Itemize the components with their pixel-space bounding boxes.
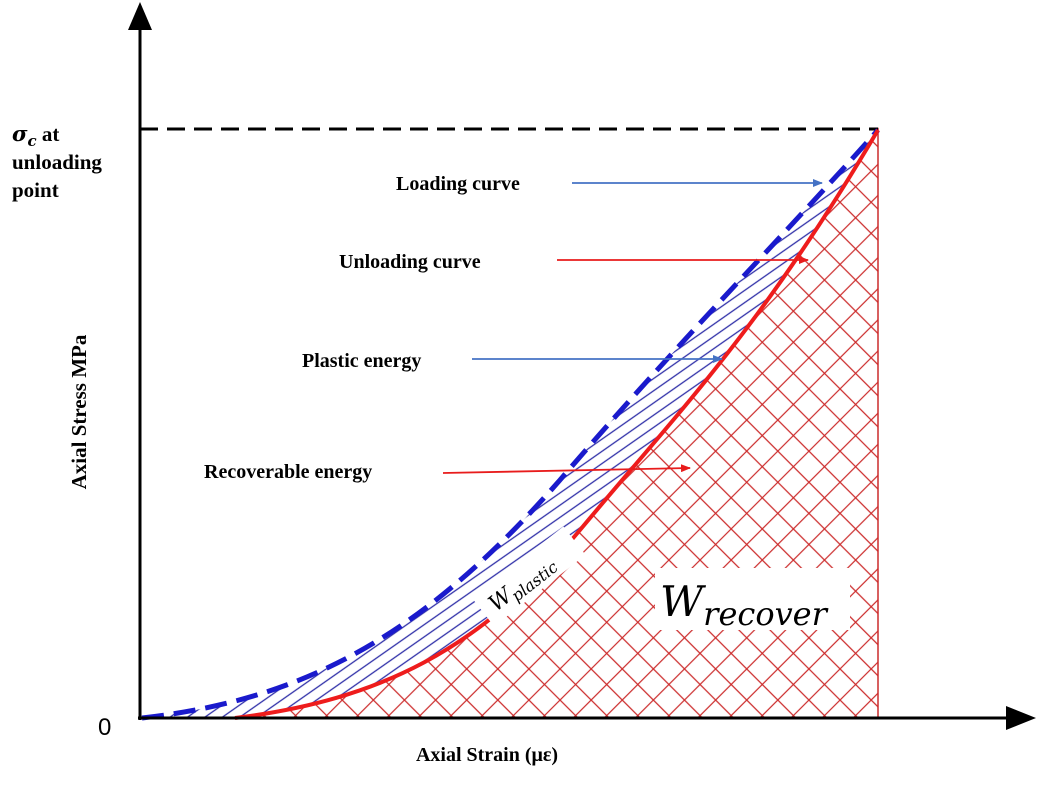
loading-curve [141,128,880,721]
unloading-point-label-line2: unloading [12,150,102,174]
origin-label: 0 [98,714,111,741]
sigma-symbol: σ [12,121,28,146]
plastic-energy-annotation: Plastic energy [302,350,421,372]
w-plastic-label-background [471,526,586,627]
x-axis-arrowhead [1006,706,1036,730]
unloading-point-label-line1: σc at [12,121,59,150]
unloading-point-label-line3: point [12,178,59,202]
recoverable-energy-annotation: Recoverable energy [204,461,372,483]
w-recover-label: Wrecover [660,577,829,633]
loading-curve-annotation: Loading curve [396,173,520,195]
unloading-curve-annotation: Unloading curve [339,251,481,273]
unloading-curve [234,128,880,720]
sigma-subscript: c [27,132,36,150]
x-axis-label: Axial Strain (με) [416,744,558,766]
w-recover-subscript: recover [703,595,828,633]
w-recover-label-background [655,568,850,630]
y-axis-label: Axial Stress MPa [67,334,91,489]
unloading-point-at: at [37,122,60,146]
y-axis-arrowhead [128,2,152,30]
recoverable-energy-pointer-arrow [442,464,691,474]
w-recover-main: W [660,577,707,626]
